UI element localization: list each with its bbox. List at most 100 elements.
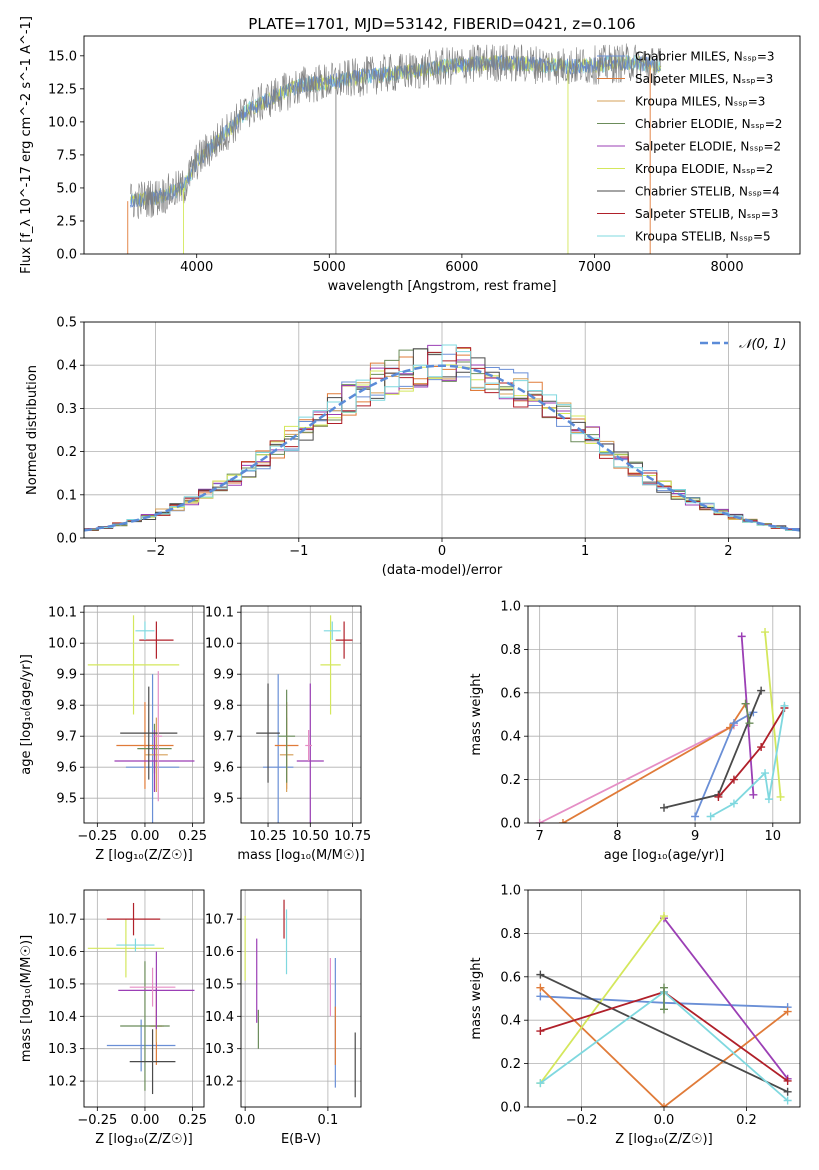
y-tick-label: 0.6 [500, 970, 521, 985]
x-tick-label: 10.75 [334, 829, 371, 844]
axes-frame [240, 605, 362, 824]
y-tick-label: 0.1 [56, 488, 77, 503]
plot-area [84, 322, 800, 538]
x-tick-label: 6000 [445, 260, 478, 275]
weight-marker [535, 819, 544, 823]
y-axis-label: mass weight [469, 673, 484, 755]
plot-area [84, 890, 204, 1107]
x-tick-label: 8 [613, 829, 621, 844]
axes-frame [83, 35, 801, 255]
y-tick-label: 10.0 [205, 637, 234, 652]
x-tick-label: −2 [146, 544, 165, 559]
panel-mass_vs_EBV: 0.0 0.1 10.2 10.3 10.4 10.5 10.6 10.7 E(B-V) [205, 889, 362, 1147]
residual-histogram [84, 344, 800, 538]
weight-marker [729, 775, 738, 784]
x-tick-label: 10.50 [292, 829, 329, 844]
panel-spectrum: 4000 5000 6000 7000 8000 0.0 2.5 5.0 7.5 10.0 12.5… [19, 16, 801, 294]
axes-frame [527, 605, 801, 824]
y-tick-label: 10.1 [205, 606, 234, 621]
x-tick-label: 8000 [711, 260, 744, 275]
weight-marker [536, 983, 545, 992]
weight-marker [783, 1096, 792, 1105]
y-tick-label: 0.0 [56, 532, 77, 547]
weight-marker [660, 1103, 668, 1107]
y-tick-label: 10.3 [48, 1042, 77, 1057]
legend: 𝒩(0, 1) [700, 337, 786, 352]
y-tick-label: 10.4 [205, 1010, 234, 1025]
x-tick-label: 0.0 [235, 1113, 256, 1128]
weight-marker [660, 803, 668, 812]
panel-mass_vs_Z: −0.25 0.00 0.25 10.2 10.3 10.4 10.5 10.6 10.7 Z [… [19, 889, 207, 1147]
weight-marker [660, 983, 668, 992]
x-tick-label: 0.2 [736, 1113, 757, 1128]
weight-marker [714, 792, 723, 801]
weight-marker [783, 1007, 792, 1016]
y-tick-label: 0.2 [56, 445, 77, 460]
legend-label: Kroupa STELIB, Nₛₛₚ=5 [635, 230, 771, 244]
y-tick-label: 0.2 [500, 773, 521, 788]
y-tick-label: 9.8 [213, 699, 234, 714]
x-tick-label: 0.25 [178, 829, 207, 844]
y-tick-label: 10.4 [48, 1010, 77, 1025]
plot-area [241, 890, 361, 1107]
x-tick-label: 0.25 [178, 1113, 207, 1128]
weight-marker [783, 1087, 792, 1096]
y-tick-label: 10.5 [48, 977, 77, 992]
legend-label: Chabrier ELODIE, Nₛₛₚ=2 [635, 117, 782, 131]
y-tick-label: 5.0 [56, 181, 77, 196]
weight-marker [761, 628, 770, 637]
legend-label: Salpeter STELIB, Nₛₛₚ=3 [635, 207, 779, 221]
y-tick-label: 1.0 [500, 884, 521, 899]
y-tick-label: 9.5 [213, 792, 234, 807]
y-tick-label: 10.0 [48, 115, 77, 130]
y-axis-label: age [log₁₀(age/yr)] [19, 654, 34, 775]
weight-marker [741, 699, 750, 708]
y-tick-label: 0.6 [500, 686, 521, 701]
weight-line [764, 631, 782, 798]
y-tick-label: 1.0 [500, 600, 521, 615]
y-tick-label: 0.3 [56, 402, 77, 417]
y-tick-label: 2.5 [56, 214, 77, 229]
y-tick-label: 9.6 [56, 761, 77, 776]
x-tick-label: 0 [438, 544, 446, 559]
x-tick-label: 1 [581, 544, 589, 559]
y-tick-label: 0.0 [56, 248, 77, 263]
legend-label: 𝒩(0, 1) [739, 337, 786, 352]
x-axis-label: E(B-V) [281, 1132, 321, 1147]
y-tick-label: 9.7 [213, 730, 234, 745]
weight-marker [761, 769, 770, 778]
y-axis-label: mass weight [469, 957, 484, 1039]
y-tick-label: 10.7 [205, 913, 234, 928]
x-tick-label: 10 [765, 829, 782, 844]
x-axis-label: Z [log₁₀(Z/Z☉)] [615, 1132, 712, 1147]
weight-marker [745, 719, 754, 728]
x-tick-label: 2 [724, 544, 732, 559]
y-tick-label: 9.7 [56, 730, 77, 745]
axes-frame [527, 889, 801, 1108]
legend-label: Kroupa MILES, Nₛₛₚ=3 [635, 95, 765, 109]
weight-marker [691, 812, 700, 821]
panel-residuals: −2 −1 0 1 2 0.0 0.1 0.2 0.3 0.4 0.5 (data-model)/er… [25, 316, 801, 578]
y-tick-label: 0.8 [500, 927, 521, 942]
y-tick-label: 10.6 [205, 945, 234, 960]
y-axis-label: Flux [f_λ 10^-17 erg cm^-2 s^-1 A^-1] [19, 16, 34, 274]
y-axis-label: mass [log₁₀(M/M☉)] [19, 935, 34, 1062]
weight-marker [660, 1005, 668, 1014]
x-axis-label: (data-model)/error [382, 563, 503, 578]
x-tick-label: −0.25 [77, 1113, 117, 1128]
y-tick-label: 0.4 [500, 1014, 521, 1029]
weight-line [539, 724, 735, 823]
y-tick-label: 10.1 [48, 606, 77, 621]
x-tick-label: 0.1 [318, 1113, 339, 1128]
weight-marker [749, 790, 758, 799]
weight-marker [780, 701, 789, 710]
x-tick-label: −0.2 [566, 1113, 598, 1128]
weight-marker [729, 799, 738, 808]
panel-weight_vs_Z: −0.2 0.0 0.2 0.0 0.2 0.4 0.6 0.8 1.0 Z [log₁₀(Z/Z… [469, 884, 801, 1147]
plot-area [241, 606, 361, 823]
y-tick-label: 0.5 [56, 316, 77, 331]
y-tick-label: 10.2 [205, 1075, 234, 1090]
weight-line [717, 707, 786, 798]
weight-marker [536, 992, 545, 1001]
